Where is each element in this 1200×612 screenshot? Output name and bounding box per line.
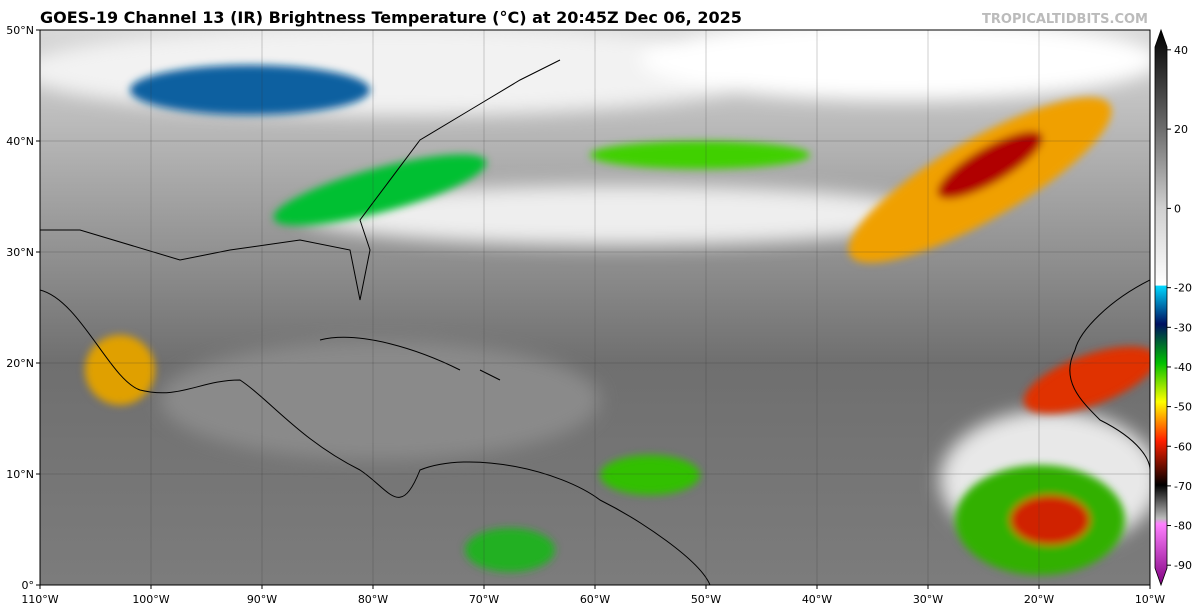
lon-label: 20°W xyxy=(1024,593,1054,606)
colorbar-label: 0 xyxy=(1174,202,1181,215)
colorbar-label: -20 xyxy=(1174,282,1192,295)
colorbar-label: 40 xyxy=(1174,44,1188,57)
colorbar-label: -80 xyxy=(1174,520,1192,533)
colorbar-label: -50 xyxy=(1174,401,1192,414)
credit: TROPICALTIDBITS.COM xyxy=(982,12,1148,27)
colorbar-label: -90 xyxy=(1174,559,1192,572)
lat-label: 50°N xyxy=(6,24,34,37)
colorbar-label: -30 xyxy=(1174,321,1192,334)
lon-label: 80°W xyxy=(358,593,388,606)
lon-label: 50°W xyxy=(691,593,721,606)
title: GOES-19 Channel 13 (IR) Brightness Tempe… xyxy=(40,8,742,27)
colorbar-label: 20 xyxy=(1174,123,1188,136)
lon-label: 90°W xyxy=(247,593,277,606)
lon-label: 30°W xyxy=(913,593,943,606)
colorbar xyxy=(1154,28,1168,587)
lat-label: 20°N xyxy=(6,357,34,370)
lat-label: 30°N xyxy=(6,246,34,259)
lon-label: 40°W xyxy=(802,593,832,606)
lon-label: 110°W xyxy=(21,593,58,606)
colorbar-label: -60 xyxy=(1174,440,1192,453)
lat-label: 0° xyxy=(22,579,35,592)
lon-label: 100°W xyxy=(132,593,169,606)
lat-label: 10°N xyxy=(6,468,34,481)
satellite-image xyxy=(40,30,1150,585)
lon-label: 70°W xyxy=(469,593,499,606)
lat-label: 40°N xyxy=(6,135,34,148)
lon-label: 10°W xyxy=(1135,593,1165,606)
colorbar-label: -40 xyxy=(1174,361,1192,374)
lon-label: 60°W xyxy=(580,593,610,606)
colorbar-label: -70 xyxy=(1174,480,1192,493)
